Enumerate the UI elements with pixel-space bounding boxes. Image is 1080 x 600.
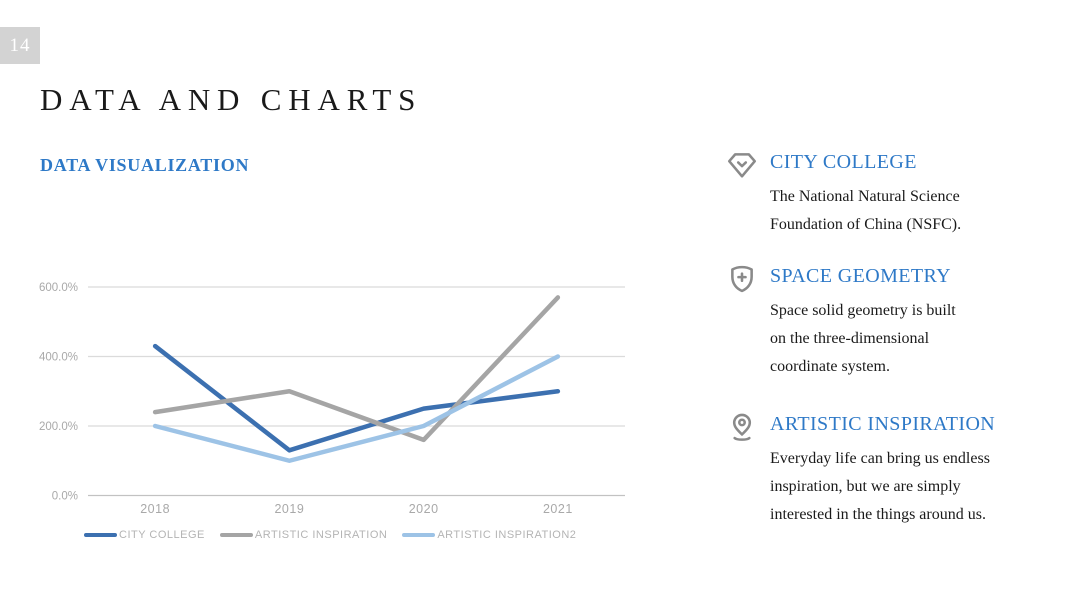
slide-subtitle: DATA VISUALIZATION (40, 155, 250, 175)
feature-body-line: The National Natural Science (770, 188, 960, 205)
feature-body-line: on the three-dimensional (770, 330, 930, 347)
feature-body: Everyday life can bring us endless inspi… (770, 445, 995, 529)
series-line-city-college (152, 343, 561, 453)
slide-title: DATA AND CHARTS (40, 82, 423, 117)
legend-item-artistic-inspiration: ARTISTIC INSPIRATION (219, 529, 388, 541)
line-chart: 0.0% 200.0% 400.0% 600.0% 2018 2019 2020 2021 (39, 282, 625, 516)
chart-area: 0.0% 200.0% 400.0% 600.0% 2018 2019 2020 2021 (39, 270, 640, 520)
feature-body-line: coordinate system. (770, 358, 890, 375)
gem-check-icon (725, 148, 759, 182)
x-axis-label: 2018 (140, 502, 170, 516)
series-line-artistic-inspiration (152, 295, 561, 443)
page-number: 14 (9, 34, 31, 56)
x-axis-label: 2021 (543, 502, 573, 516)
feature-content: ARTISTIC INSPIRATION Everyday life can b… (770, 410, 995, 529)
feature-body-line: Space solid geometry is built (770, 302, 956, 319)
y-axis-tick-label: 600.0% (39, 282, 78, 294)
feature-body-line: Foundation of China (NSFC). (770, 216, 962, 233)
legend-line-marker (402, 533, 436, 537)
x-axis-label: 2020 (409, 502, 439, 516)
feature-title: CITY COLLEGE (770, 151, 917, 173)
legend-label: ARTISTIC INSPIRATION2 (437, 529, 577, 541)
y-axis-tick-label: 0.0% (52, 491, 78, 503)
shield-plus-icon (725, 262, 759, 296)
legend-line-marker (84, 533, 117, 537)
location-pin-icon (725, 410, 759, 444)
legend-item-artistic-inspiration2: ARTISTIC INSPIRATION2 (402, 529, 576, 541)
feature-title: ARTISTIC INSPIRATION (770, 413, 996, 435)
chart-legend: CITY COLLEGE ARTISTIC INSPIRATION ARTISTIC… (84, 529, 576, 541)
page-number-badge: 14 (0, 27, 40, 64)
legend-item-city-college: CITY COLLEGE (84, 529, 205, 541)
feature-content: CITY COLLEGE The National Natural Scienc… (770, 148, 961, 239)
feature-title: SPACE GEOMETRY (770, 265, 952, 287)
series-line-artistic-inspiration2 (152, 354, 561, 463)
feature-body: Space solid geometry is built on the thr… (770, 297, 956, 381)
legend-line-marker (219, 533, 253, 537)
legend-label: ARTISTIC INSPIRATION (254, 529, 388, 541)
feature-item-space-geometry: SPACE GEOMETRY Space solid geometry is b… (725, 262, 956, 381)
feature-body: The National Natural Science Foundation … (770, 183, 961, 239)
feature-item-artistic-inspiration: ARTISTIC INSPIRATION Everyday life can b… (725, 410, 995, 529)
feature-item-city-college: CITY COLLEGE The National Natural Scienc… (725, 148, 961, 239)
feature-body-line: interested in the things around us. (770, 506, 986, 523)
legend-label: CITY COLLEGE (119, 529, 205, 541)
y-axis-tick-label: 400.0% (39, 352, 78, 364)
x-axis-label: 2019 (274, 502, 304, 516)
feature-body-line: inspiration, but we are simply (770, 478, 961, 495)
y-axis-tick-label: 200.0% (39, 421, 78, 433)
feature-body-line: Everyday life can bring us endless (770, 450, 990, 467)
feature-content: SPACE GEOMETRY Space solid geometry is b… (770, 262, 956, 381)
